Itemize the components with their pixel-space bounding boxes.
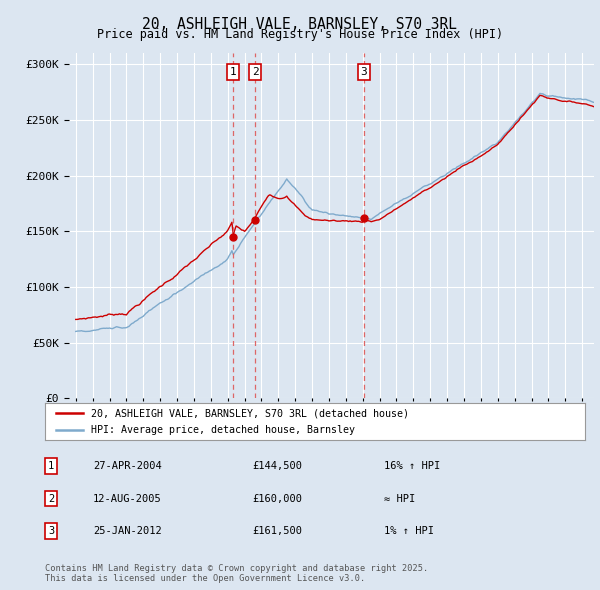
Text: 1% ↑ HPI: 1% ↑ HPI [384, 526, 434, 536]
Text: 3: 3 [48, 526, 54, 536]
Text: 16% ↑ HPI: 16% ↑ HPI [384, 461, 440, 471]
Text: 1: 1 [230, 67, 236, 77]
Text: Price paid vs. HM Land Registry's House Price Index (HPI): Price paid vs. HM Land Registry's House … [97, 28, 503, 41]
Text: £161,500: £161,500 [252, 526, 302, 536]
Text: 1: 1 [48, 461, 54, 471]
Text: HPI: Average price, detached house, Barnsley: HPI: Average price, detached house, Barn… [91, 425, 355, 435]
Text: 2: 2 [251, 67, 259, 77]
Text: 20, ASHLEIGH VALE, BARNSLEY, S70 3RL (detached house): 20, ASHLEIGH VALE, BARNSLEY, S70 3RL (de… [91, 408, 409, 418]
Text: £160,000: £160,000 [252, 494, 302, 503]
Text: 25-JAN-2012: 25-JAN-2012 [93, 526, 162, 536]
Text: 12-AUG-2005: 12-AUG-2005 [93, 494, 162, 503]
Text: 2: 2 [48, 494, 54, 503]
Text: 3: 3 [361, 67, 367, 77]
Text: £144,500: £144,500 [252, 461, 302, 471]
Text: Contains HM Land Registry data © Crown copyright and database right 2025.
This d: Contains HM Land Registry data © Crown c… [45, 563, 428, 583]
Text: 20, ASHLEIGH VALE, BARNSLEY, S70 3RL: 20, ASHLEIGH VALE, BARNSLEY, S70 3RL [143, 17, 458, 31]
Text: 27-APR-2004: 27-APR-2004 [93, 461, 162, 471]
Text: ≈ HPI: ≈ HPI [384, 494, 415, 503]
